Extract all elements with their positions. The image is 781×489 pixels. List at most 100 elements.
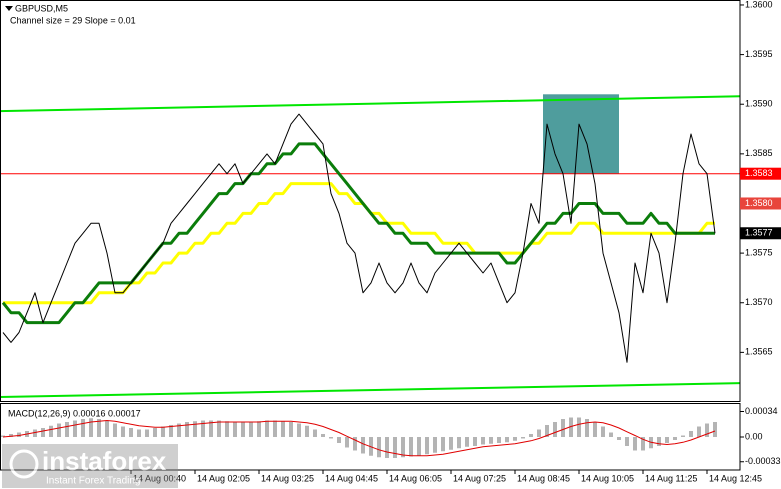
macd-bar: [537, 429, 541, 437]
y-tick-label: 1.3565: [745, 347, 773, 357]
macd-bar: [665, 437, 669, 443]
zone: [543, 94, 619, 174]
macd-bar: [129, 428, 133, 437]
macd-bar: [161, 426, 165, 437]
macd-bar: [401, 437, 405, 458]
macd-bar: [577, 417, 581, 437]
macd-bar: [569, 417, 573, 437]
macd-bar: [273, 420, 277, 437]
y-tick-label: 1.3575: [745, 247, 773, 257]
price-label: 1.3577: [745, 228, 773, 238]
macd-bar: [89, 418, 93, 437]
watermark-tagline: Instant Forex Trading: [46, 476, 141, 487]
x-tick-label: 14 Aug 03:25: [261, 473, 314, 483]
macd-bar: [113, 423, 117, 437]
series-line: [1, 142, 715, 325]
macd-bar: [361, 437, 365, 454]
macd-bar: [177, 423, 181, 437]
macd-bar: [481, 437, 485, 445]
macd-bar: [457, 437, 461, 449]
y-tick-label: 1.3600: [745, 0, 773, 9]
macd-bar: [625, 437, 629, 446]
macd-bar: [409, 437, 413, 457]
y-tick-label: 1.3570: [745, 297, 773, 307]
menu-arrow: [5, 6, 13, 11]
macd-bar: [217, 420, 221, 437]
macd-bar: [377, 437, 381, 458]
y-tick-label: -0.00033: [745, 456, 781, 466]
macd-bar: [185, 422, 189, 437]
y-tick-label: 1.3585: [745, 148, 773, 158]
price-label: 1.3580: [745, 198, 773, 208]
macd-bar: [17, 432, 21, 437]
macd-bar: [553, 422, 557, 437]
macd-bar: [225, 421, 229, 437]
series-line: [2, 113, 716, 363]
macd-bar: [465, 437, 469, 447]
macd-bar: [145, 429, 149, 437]
x-tick-label: 14 Aug 10:05: [581, 473, 634, 483]
macd-bar: [9, 434, 13, 437]
macd-bar: [41, 428, 45, 437]
watermark-bg: [2, 444, 178, 488]
macd-bar: [545, 425, 549, 437]
macd-bar: [81, 419, 85, 437]
macd-bar: [313, 429, 317, 437]
y-tick-label: 1.3595: [745, 49, 773, 59]
macd-bar: [393, 437, 397, 458]
macd-bar: [657, 437, 661, 446]
y-tick-label: 1.3590: [745, 99, 773, 109]
macd-bar: [449, 437, 453, 450]
macd-bar: [593, 422, 597, 437]
macd-bar: [241, 422, 245, 437]
macd-bar: [281, 421, 285, 437]
macd-bar: [329, 437, 333, 439]
macd-bar: [705, 423, 709, 437]
macd-bar: [201, 420, 205, 437]
price-label-bg: [740, 227, 781, 240]
macd-bar: [305, 425, 309, 437]
macd-bar: [1, 435, 5, 437]
macd-bar: [257, 421, 261, 437]
macd-bar: [297, 423, 301, 437]
watermark-logo: [9, 449, 39, 479]
macd-bar: [385, 437, 389, 458]
watermark: instaforex Instant Forex Trading: [2, 444, 178, 488]
macd-bar: [97, 419, 101, 437]
macd-bar: [65, 422, 69, 437]
macd-bar: [153, 428, 157, 437]
macd-bar: [585, 419, 589, 437]
macd-bar: [689, 431, 693, 437]
macd-bar: [441, 437, 445, 452]
macd-bar: [49, 425, 53, 437]
x-tick-label: 14 Aug 00:40: [133, 473, 186, 483]
x-tick-label: 14 Aug 07:25: [453, 473, 506, 483]
price-label: 1.3583: [745, 168, 773, 178]
macd-bar: [57, 423, 61, 437]
y-tick-label: 0.00: [745, 431, 763, 441]
macd-bar: [209, 420, 213, 437]
macd-bar: [601, 426, 605, 437]
macd-bar: [337, 437, 341, 443]
macd-bar: [353, 437, 357, 451]
channel-line: [0, 382, 741, 399]
macd-bar: [169, 425, 173, 437]
macd-bar: [345, 437, 349, 448]
macd-bar: [513, 437, 517, 441]
x-tick-label: 14 Aug 08:45: [517, 473, 570, 483]
chart-subtitle: Channel size = 29 Slope = 0.01: [10, 15, 136, 25]
macd-bar: [641, 437, 645, 451]
macd-bar: [713, 422, 717, 437]
price-label-bg: [740, 167, 781, 180]
macd-bar: [433, 437, 437, 453]
macd-bar: [233, 422, 237, 437]
x-tick-label: 14 Aug 12:45: [709, 473, 762, 483]
macd-bar: [497, 437, 501, 443]
macd-bar: [617, 437, 621, 440]
macd-bar: [697, 426, 701, 437]
watermark-brand: instaforex: [42, 446, 167, 476]
macd-frame: [0, 403, 741, 471]
x-tick-label: 14 Aug 11:25: [645, 473, 697, 483]
